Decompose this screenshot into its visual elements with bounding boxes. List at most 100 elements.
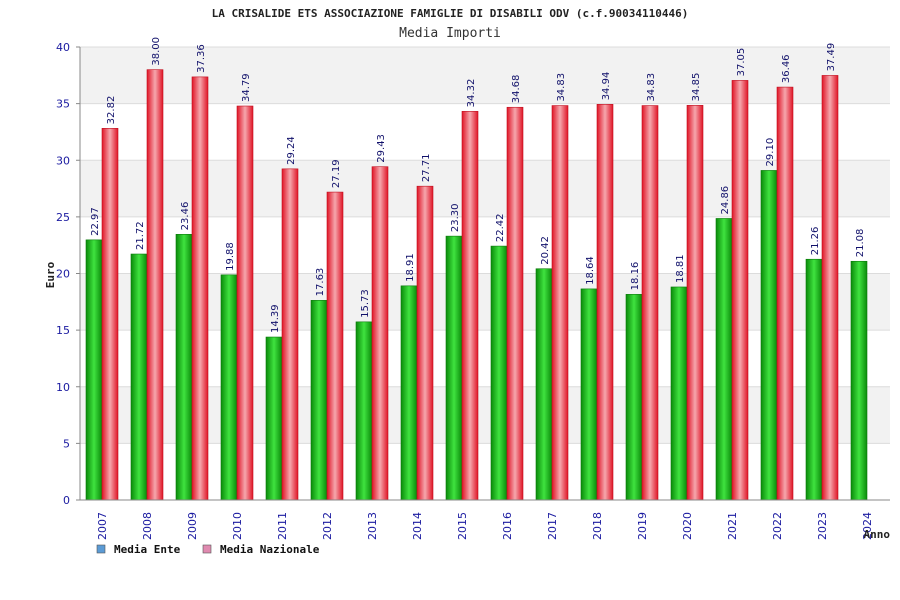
- plot-band: [80, 160, 890, 217]
- x-tick-label: 2023: [816, 512, 829, 540]
- value-label: 34.85: [691, 73, 702, 102]
- legend-swatch-media-ente: [96, 544, 106, 554]
- value-label: 37.36: [196, 44, 207, 73]
- bar-media-ente: [715, 218, 733, 501]
- bar-media-ente: [805, 258, 823, 501]
- x-tick-label: 2022: [771, 512, 784, 540]
- value-label: 34.79: [241, 73, 252, 102]
- bar-media-nazionale: [821, 75, 839, 501]
- x-tick-label: 2014: [411, 512, 424, 540]
- x-tick-label: 2020: [681, 512, 694, 540]
- bar-media-nazionale: [776, 86, 794, 501]
- value-label: 29.43: [376, 134, 387, 163]
- bar-media-ente: [310, 300, 328, 501]
- y-tick-label: 5: [63, 437, 70, 450]
- y-tick-label: 30: [56, 154, 70, 167]
- x-tick-label: 2012: [321, 512, 334, 540]
- bar-media-nazionale: [641, 105, 659, 501]
- value-label: 24.86: [720, 186, 731, 215]
- y-tick-label: 25: [56, 211, 70, 224]
- y-axis-label: Euro: [44, 261, 57, 288]
- bar-media-ente: [355, 321, 373, 501]
- x-tick-label: 2024: [861, 512, 874, 540]
- value-label: 34.68: [511, 75, 522, 104]
- x-tick-label: 2013: [366, 512, 379, 540]
- value-label: 34.94: [601, 72, 612, 101]
- x-tick-label: 2008: [141, 512, 154, 540]
- x-tick-label: 2015: [456, 512, 469, 540]
- plot-band: [80, 386, 890, 444]
- y-axis: 0 5 10 15 20 25 30 35 40: [56, 41, 81, 507]
- legend-label-media-ente: Media Ente: [114, 543, 181, 556]
- legend: Media Ente Media Nazionale: [96, 543, 320, 556]
- x-tick-label: 2017: [546, 512, 559, 540]
- bar-media-ente: [175, 234, 193, 501]
- value-label: 22.42: [495, 213, 506, 242]
- bar-media-nazionale: [146, 69, 164, 501]
- plot-band: [80, 103, 890, 161]
- bar-media-nazionale: [731, 80, 749, 501]
- plot-band: [80, 273, 890, 331]
- value-label: 32.82: [106, 96, 117, 125]
- bar-media-nazionale: [686, 105, 704, 501]
- bar-media-ente: [670, 286, 688, 501]
- plot-band: [80, 216, 890, 274]
- bar-media-nazionale: [101, 128, 119, 501]
- value-label: 18.81: [675, 254, 686, 283]
- value-label: 27.71: [421, 154, 432, 183]
- bar-media-nazionale: [191, 76, 209, 501]
- bar-media-ente: [535, 268, 553, 501]
- bar-media-ente: [490, 245, 508, 501]
- value-labels: 22.97 32.82 21.72 38.00 23.46 37.36 19.88 34.79…: [90, 37, 866, 333]
- bar-media-nazionale: [236, 105, 254, 501]
- value-label: 23.46: [180, 202, 191, 231]
- bar-media-nazionale: [281, 168, 299, 501]
- plot-band: [80, 330, 890, 387]
- legend-label-media-nazionale: Media Nazionale: [220, 543, 320, 556]
- x-tick-label: 2007: [96, 512, 109, 540]
- value-label: 34.83: [556, 73, 567, 102]
- bar-media-nazionale: [326, 191, 344, 501]
- value-label: 19.88: [225, 242, 236, 271]
- x-tick-label: 2016: [501, 512, 514, 540]
- bar-media-ente: [445, 235, 463, 501]
- bar-media-nazionale: [371, 166, 389, 501]
- value-label: 18.91: [405, 253, 416, 282]
- value-label: 27.19: [331, 159, 342, 188]
- value-label: 29.10: [765, 138, 776, 167]
- bar-media-ente: [400, 285, 418, 501]
- value-label: 21.08: [855, 229, 866, 258]
- bar-media-ente: [130, 253, 148, 501]
- x-tick-label: 2018: [591, 512, 604, 540]
- value-label: 36.46: [781, 54, 792, 83]
- value-label: 22.97: [90, 207, 101, 236]
- legend-swatch-media-nazionale: [202, 544, 212, 554]
- value-label: 15.73: [360, 289, 371, 318]
- x-axis: 2007 2008 2009 2010 2011 2012 2013 2014 2015 2016…: [80, 499, 890, 540]
- plot-band: [80, 443, 890, 500]
- x-axis-label: Anno: [864, 528, 891, 541]
- chart-title: LA CRISALIDE ETS ASSOCIAZIONE FAMIGLIE D…: [212, 7, 689, 20]
- value-label: 23.30: [450, 203, 461, 232]
- value-label: 21.26: [810, 227, 821, 256]
- value-label: 37.49: [826, 43, 837, 72]
- plot-band: [80, 47, 890, 104]
- value-label: 37.05: [736, 48, 747, 77]
- bar-media-nazionale: [461, 111, 479, 501]
- y-tick-label: 35: [56, 98, 70, 111]
- bar-media-nazionale: [416, 185, 434, 501]
- bar-media-nazionale: [506, 106, 524, 501]
- chart-subtitle: Media Importi: [399, 26, 501, 41]
- x-tick-label: 2009: [186, 512, 199, 540]
- bar-media-ente: [760, 170, 778, 501]
- x-tick-label: 2019: [636, 512, 649, 540]
- bar-media-nazionale: [551, 105, 569, 501]
- bar-media-ente: [220, 274, 238, 501]
- value-label: 38.00: [151, 37, 162, 66]
- y-tick-label: 10: [56, 381, 70, 394]
- x-tick-label: 2010: [231, 512, 244, 540]
- value-label: 34.32: [466, 79, 477, 108]
- bar-media-ente: [850, 260, 868, 501]
- plot-area: [80, 47, 890, 500]
